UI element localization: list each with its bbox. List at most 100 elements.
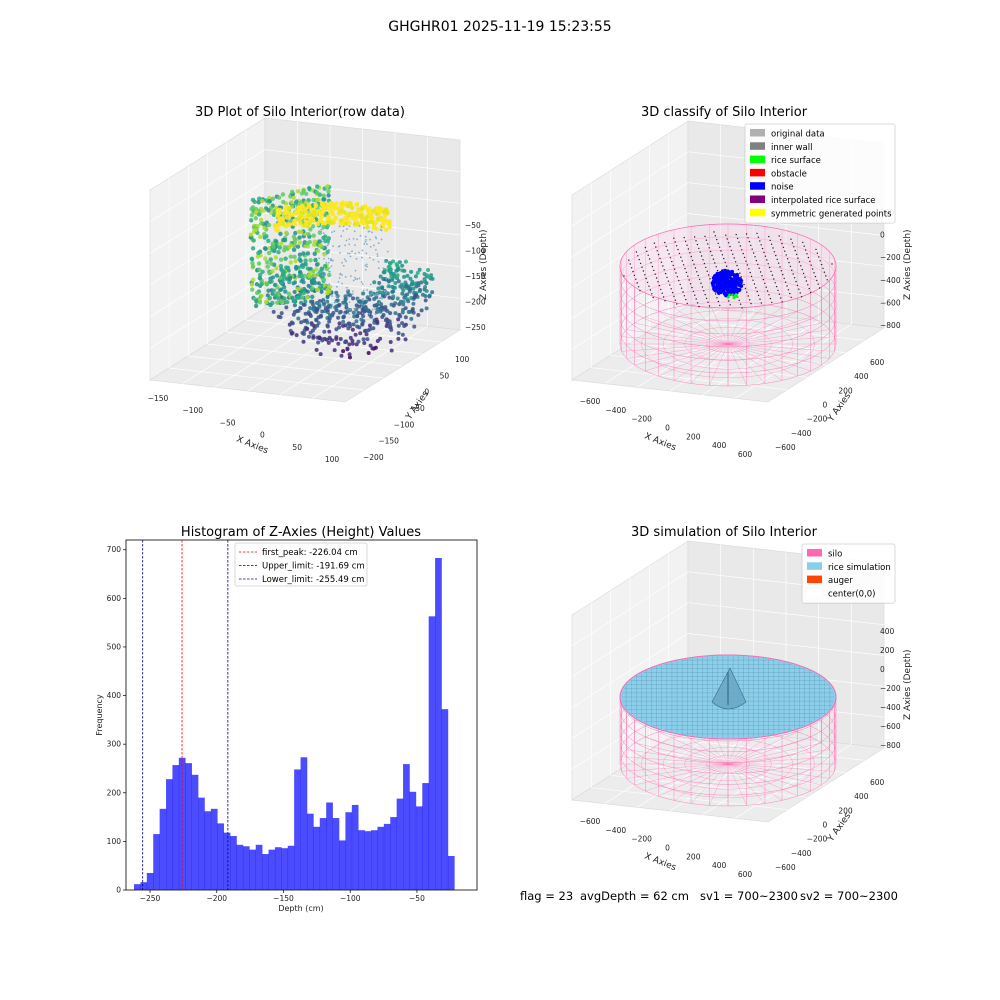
panel-classify-grid-point bbox=[741, 307, 743, 309]
panel-simulation-z-tick: −800 bbox=[880, 741, 901, 750]
panel-raw-point bbox=[362, 299, 365, 302]
panel-classify-x-tick: −200 bbox=[631, 415, 652, 424]
panel-classify-grid-point bbox=[739, 272, 741, 274]
panel-classify-rice-point bbox=[731, 293, 734, 297]
panel-raw-point bbox=[257, 275, 263, 281]
panel-simulation-zlabel: Z Axies (Depth) bbox=[903, 649, 913, 720]
panel-raw-point bbox=[394, 262, 399, 267]
panel-raw-point bbox=[320, 230, 323, 233]
panel-classify: 3D classify of Silo Interior −600 −400 −20… bbox=[571, 105, 913, 459]
panel-raw-zlabel: Z Axies (Depth) bbox=[479, 229, 489, 300]
panel-raw-point bbox=[356, 278, 359, 280]
panel-raw-point bbox=[282, 206, 288, 211]
panel-raw-point bbox=[338, 277, 341, 279]
panel-raw-point bbox=[328, 270, 330, 273]
panel-raw-point bbox=[311, 335, 316, 340]
panel-raw-point bbox=[362, 289, 365, 292]
panel-classify-grid-point bbox=[782, 246, 785, 249]
panel-classify-grid-point bbox=[769, 239, 771, 242]
panel-raw-point bbox=[322, 263, 328, 269]
panel-classify-noise-point bbox=[732, 286, 737, 290]
histogram-bar bbox=[339, 840, 346, 890]
panel-raw-point bbox=[390, 278, 395, 283]
panel-raw-point bbox=[388, 339, 393, 344]
panel-classify-grid-point bbox=[671, 260, 673, 263]
panel-raw-x-tick: 50 bbox=[292, 443, 302, 452]
panel-classify-grid-point bbox=[666, 249, 669, 251]
panel-classify-noise-point bbox=[713, 288, 717, 292]
panel-raw-point bbox=[306, 311, 311, 316]
panel-raw-point bbox=[315, 221, 320, 227]
panel-raw-point bbox=[362, 226, 365, 229]
panel-classify-grid-point bbox=[758, 267, 760, 269]
histogram-y-tick: 400 bbox=[107, 691, 122, 700]
panel-classify-noise-point bbox=[721, 279, 726, 284]
panel-raw-point bbox=[430, 290, 435, 295]
panel-raw-point bbox=[276, 314, 281, 319]
panel-classify-grid-point bbox=[650, 262, 652, 264]
panel-raw-point bbox=[301, 302, 306, 307]
panel-raw-x-tick: 100 bbox=[325, 455, 340, 464]
panel-raw-point bbox=[308, 306, 313, 311]
panel-raw-point bbox=[354, 202, 360, 207]
panel-raw-point bbox=[363, 243, 366, 245]
panel-classify-silo-floor-spoke bbox=[645, 343, 729, 372]
panel-classify-silo-floor-spoke bbox=[727, 343, 747, 386]
panel-raw-point bbox=[403, 259, 408, 264]
panel-classify-grid-point bbox=[725, 265, 728, 267]
panel-raw-point bbox=[382, 217, 387, 222]
panel-raw-point bbox=[377, 267, 380, 269]
panel-simulation-grid bbox=[735, 744, 852, 819]
panel-raw-point bbox=[423, 284, 428, 289]
panel-simulation-silo-floor-spoke bbox=[673, 763, 729, 801]
panel-raw-point bbox=[367, 297, 372, 302]
panel-raw-point bbox=[312, 209, 317, 215]
panel-classify-legend-swatch bbox=[750, 182, 765, 190]
panel-simulation-legend-label: auger bbox=[828, 576, 853, 586]
panel-raw-point bbox=[382, 267, 385, 270]
panel-raw-point bbox=[369, 246, 372, 248]
panel-raw-point bbox=[298, 306, 303, 311]
panel-raw-point bbox=[320, 309, 325, 314]
panel-classify-grid-point bbox=[759, 298, 761, 300]
panel-raw-point bbox=[253, 216, 259, 221]
panel-raw-point bbox=[331, 295, 333, 298]
panel-raw-point bbox=[409, 269, 414, 274]
histogram-bar bbox=[242, 846, 250, 890]
panel-classify-grid-point bbox=[681, 260, 683, 262]
panel-classify-grid-point bbox=[700, 255, 703, 257]
panel-raw-point bbox=[352, 290, 354, 293]
panel-raw-point bbox=[339, 273, 341, 276]
panel-raw-point bbox=[344, 305, 349, 310]
panel-raw-point bbox=[411, 286, 416, 291]
panel-raw-point bbox=[358, 224, 361, 227]
panel-raw-point bbox=[316, 315, 321, 320]
panel-raw-point bbox=[252, 199, 257, 205]
panel-classify-grid-point bbox=[673, 268, 676, 270]
panel-raw-point bbox=[383, 307, 388, 312]
panel-simulation-z-tick: 200 bbox=[880, 646, 895, 655]
panel-raw-point bbox=[345, 286, 348, 289]
histogram-bar bbox=[262, 854, 269, 890]
histogram-legend-label: first_peak: -226.04 cm bbox=[262, 548, 358, 558]
panel-simulation-x-tick: 400 bbox=[712, 861, 727, 870]
panel-classify-grid-point bbox=[707, 274, 710, 276]
histogram-bar bbox=[435, 557, 442, 890]
panel-raw-point bbox=[373, 345, 378, 350]
panel-simulation-xlabel: X Axies bbox=[643, 852, 678, 874]
panel-classify-grid-point bbox=[730, 249, 733, 252]
panel-classify-grid-point bbox=[797, 257, 799, 259]
panel-raw-point bbox=[345, 203, 351, 209]
panel-raw-point bbox=[283, 224, 288, 229]
panel-raw-point bbox=[363, 328, 368, 333]
panel-raw-point bbox=[253, 228, 258, 233]
panel-raw-point bbox=[366, 289, 369, 291]
panel-raw-point bbox=[326, 244, 329, 247]
panel-simulation-y-tick: 600 bbox=[870, 778, 885, 787]
panel-classify-legend-label: obstacle bbox=[771, 169, 807, 179]
panel-simulation-silo-floor-ring bbox=[706, 755, 750, 773]
panel-classify-grid-point bbox=[726, 238, 728, 240]
panel-simulation-silo-floor-spoke bbox=[727, 749, 830, 765]
panel-raw-point bbox=[330, 265, 333, 268]
